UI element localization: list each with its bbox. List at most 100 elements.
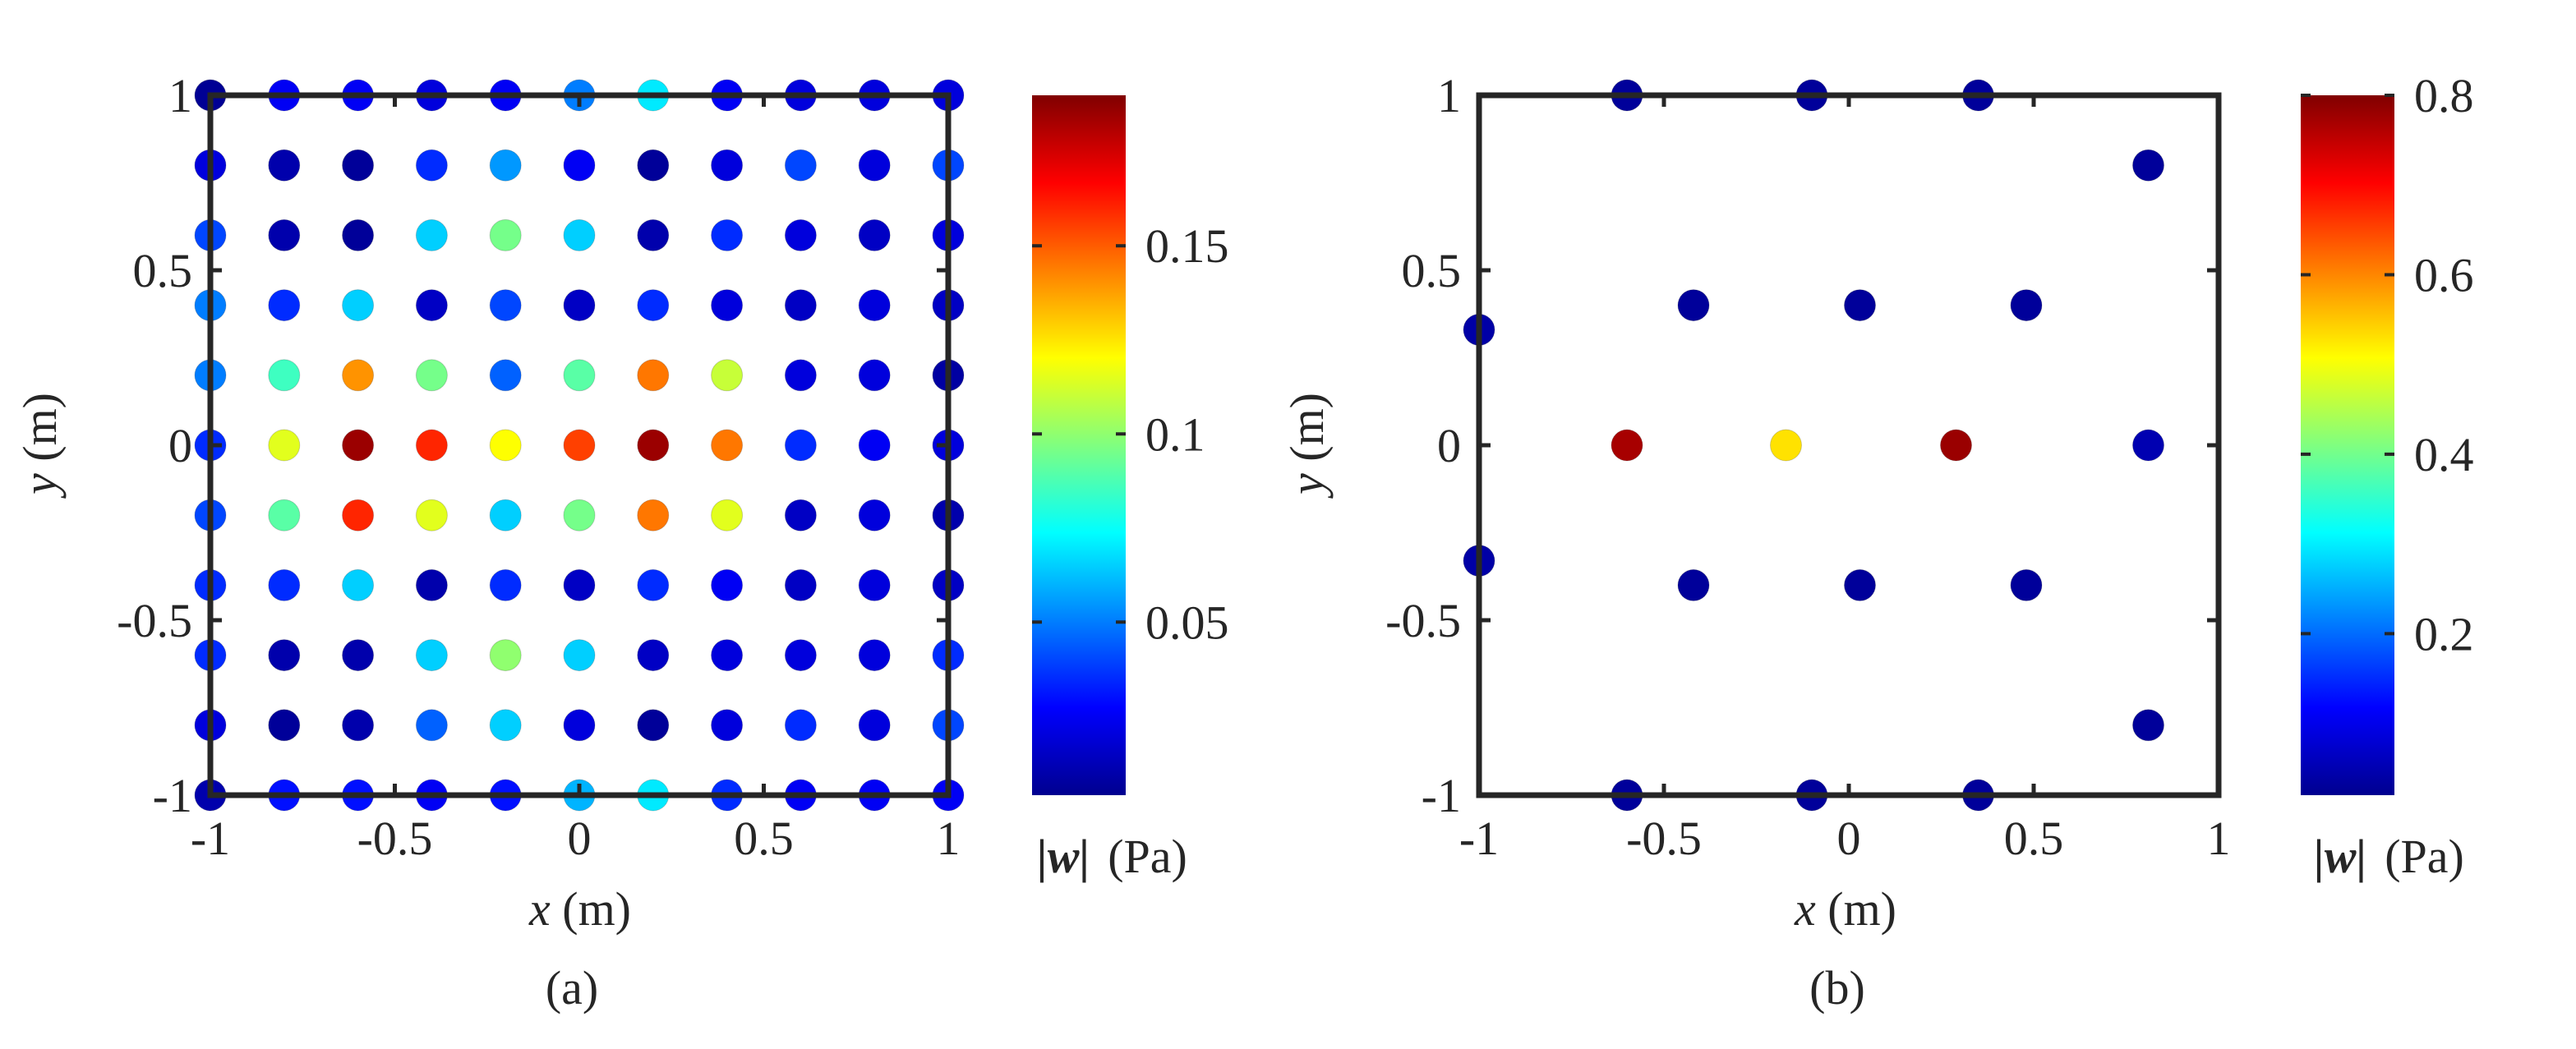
data-point <box>637 639 670 672</box>
data-point <box>342 639 375 672</box>
data-point <box>637 499 670 531</box>
data-point <box>342 568 375 601</box>
axis-ticks-a: -1 -0.5 0 0.5 1 -1 -0.5 0 0.5 1 <box>117 69 960 865</box>
colorbar-tick-label: 0.15 <box>1145 219 1229 273</box>
y-tick-label: 0 <box>168 419 192 472</box>
data-point <box>637 359 670 392</box>
data-point <box>342 499 375 531</box>
data-point <box>711 429 744 462</box>
data-point <box>489 639 522 672</box>
data-point <box>489 429 522 462</box>
data-point <box>637 149 670 182</box>
data-point <box>563 219 596 251</box>
colorbar-label-b: |w| (Pa) <box>2314 830 2464 883</box>
data-point <box>1770 429 1802 462</box>
data-point <box>268 359 301 392</box>
data-point <box>637 219 670 251</box>
data-point <box>563 429 596 462</box>
data-point <box>342 289 375 322</box>
panel-label-a: (a) <box>546 961 598 1014</box>
data-point <box>2010 289 2043 322</box>
data-point <box>489 289 522 322</box>
y-axis-var-b: y <box>1280 473 1334 499</box>
data-point <box>711 149 744 182</box>
data-point <box>415 639 448 672</box>
data-point <box>858 289 891 322</box>
data-point <box>342 429 375 462</box>
y-axis-var-a: y <box>13 473 67 499</box>
data-point <box>563 499 596 531</box>
data-point <box>489 219 522 251</box>
colorbar-tick-label: 0.1 <box>1145 407 1205 461</box>
colorbar-var-a: |w| <box>1037 830 1090 883</box>
data-point <box>415 568 448 601</box>
y-tick-label: 0.5 <box>1402 244 1462 297</box>
data-point <box>711 219 744 251</box>
data-point <box>268 568 301 601</box>
y-tick-label: -0.5 <box>1385 594 1461 647</box>
data-point <box>268 289 301 322</box>
data-point <box>784 499 817 531</box>
data-point <box>858 429 891 462</box>
x-tick-label: -1 <box>1459 812 1499 865</box>
x-axis-label-a: x (m) <box>528 882 631 936</box>
colorbar-a: 0.05 0.1 0.15 |w| (Pa) <box>1032 95 1229 883</box>
data-point <box>1844 289 1876 322</box>
data-point <box>342 709 375 742</box>
colorbar-gradient-b <box>2301 95 2394 795</box>
data-point <box>858 709 891 742</box>
x-tick-label: -1 <box>191 812 230 865</box>
data-point <box>637 289 670 322</box>
colorbar-tick-label: 0.2 <box>2414 607 2474 660</box>
data-point <box>415 429 448 462</box>
data-point <box>1844 568 1876 601</box>
colorbar-gradient-a <box>1032 95 1126 795</box>
data-point <box>563 289 596 322</box>
axis-ticks-b: -1 -0.5 0 0.5 1 -1 -0.5 0 0.5 1 <box>1385 69 2230 865</box>
colorbar-tick-label: 0.4 <box>2414 428 2474 481</box>
data-point <box>489 568 522 601</box>
data-point <box>268 149 301 182</box>
x-tick-label: -0.5 <box>357 812 433 865</box>
data-point <box>415 709 448 742</box>
data-point <box>858 568 891 601</box>
data-point <box>858 359 891 392</box>
data-point <box>2132 709 2164 742</box>
data-point <box>711 568 744 601</box>
data-point <box>1677 568 1710 601</box>
y-axis-label-b: y (m) <box>1280 393 1334 499</box>
y-tick-label: 1 <box>168 69 192 122</box>
x-tick-label: 1 <box>2207 812 2231 865</box>
data-point <box>637 568 670 601</box>
y-tick-label: 0 <box>1437 419 1461 472</box>
data-point <box>342 219 375 251</box>
data-point <box>711 499 744 531</box>
data-point <box>637 709 670 742</box>
data-point <box>711 289 744 322</box>
x-axis-unit-b: (m) <box>1816 882 1896 936</box>
data-point <box>1677 289 1710 322</box>
colorbar-b: 0.2 0.4 0.6 0.8 |w| (Pa) <box>2301 69 2474 883</box>
data-point <box>415 149 448 182</box>
panel-label-b: (b) <box>1809 961 1865 1014</box>
panel-b: -1 -0.5 0 0.5 1 -1 -0.5 0 0.5 1 x (m) y (m) (b) 0… <box>1280 69 2474 1014</box>
data-point <box>415 359 448 392</box>
data-point <box>415 289 448 322</box>
data-point <box>784 568 817 601</box>
data-point <box>2132 149 2164 182</box>
data-point <box>784 219 817 251</box>
data-point <box>268 429 301 462</box>
x-tick-label: 0.5 <box>734 812 794 865</box>
colorbar-ticks-b: 0.2 0.4 0.6 0.8 <box>2301 69 2474 660</box>
data-point <box>268 499 301 531</box>
y-axis-label-a: y (m) <box>13 393 67 499</box>
y-axis-unit-b: (m) <box>1280 393 1334 473</box>
y-tick-label: -0.5 <box>117 594 192 647</box>
colorbar-tick-label: 0.05 <box>1145 596 1229 649</box>
data-point <box>342 149 375 182</box>
data-point <box>784 429 817 462</box>
x-axis-var-a: x <box>528 882 551 936</box>
data-point <box>2132 429 2164 462</box>
plot-frame-b <box>1476 92 2222 798</box>
